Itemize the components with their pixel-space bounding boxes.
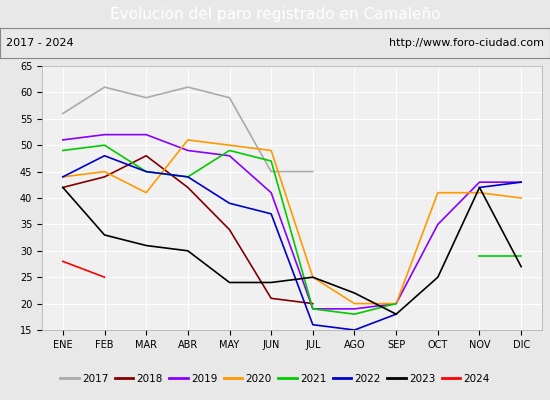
Text: http://www.foro-ciudad.com: http://www.foro-ciudad.com: [389, 38, 544, 48]
Legend: 2017, 2018, 2019, 2020, 2021, 2022, 2023, 2024: 2017, 2018, 2019, 2020, 2021, 2022, 2023…: [56, 370, 494, 388]
Text: Evolucion del paro registrado en Camaleño: Evolucion del paro registrado en Camaleñ…: [110, 6, 440, 22]
Text: 2017 - 2024: 2017 - 2024: [6, 38, 73, 48]
